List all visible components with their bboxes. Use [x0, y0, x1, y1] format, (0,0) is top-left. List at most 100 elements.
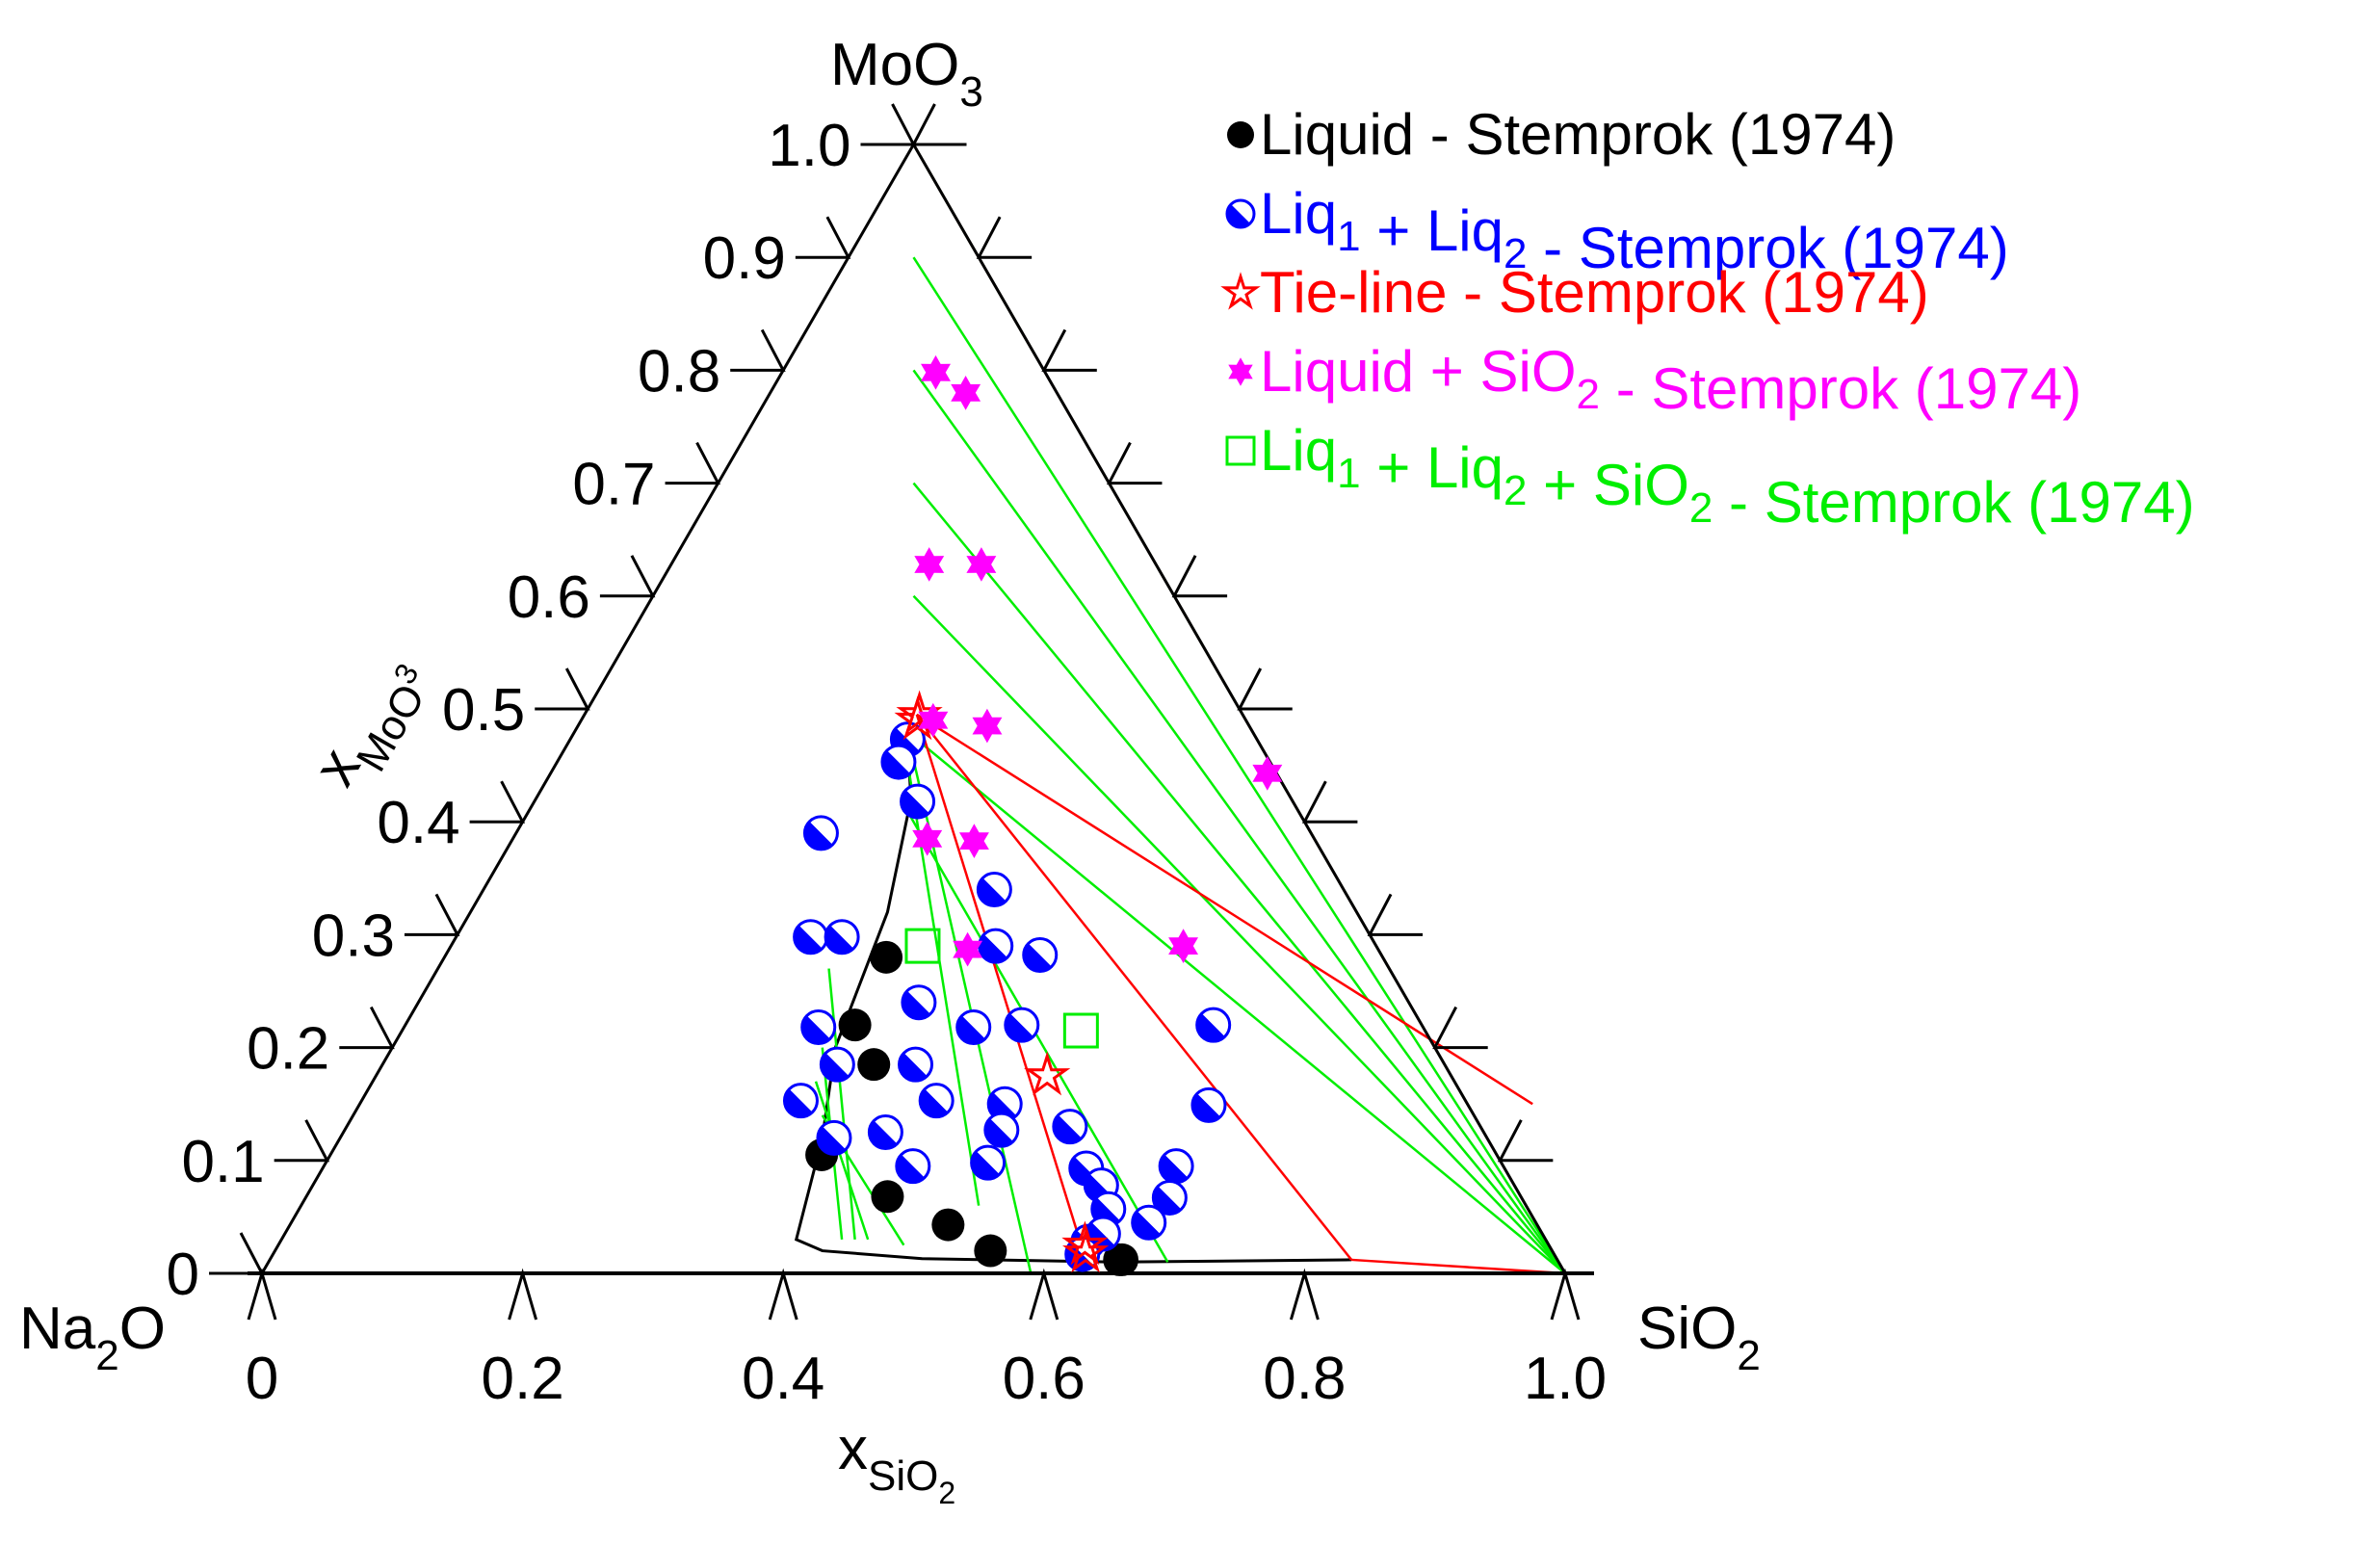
marker-fill: [882, 750, 910, 778]
green-tie-line: [912, 256, 1567, 1274]
data-point-half-filled-circle: [898, 1046, 934, 1083]
data-point-half-filled-circle: [824, 919, 860, 955]
data-point-filled-circle: [857, 1048, 891, 1082]
red-tie-line: [915, 714, 1085, 1251]
marker-fill: [920, 1088, 949, 1117]
legend-entry: Tie-line - Stemprok (1974): [1220, 260, 1929, 325]
legend-text: Liq: [1260, 418, 1337, 483]
legend-subscript: 1: [1337, 213, 1360, 260]
data-point-open-square: [904, 928, 941, 964]
legend-entry: Liq1 + Liq2 - Stemprok (1974): [1225, 181, 2009, 280]
marker-fill: [985, 1118, 1013, 1146]
x-tick-mark: [1029, 1268, 1059, 1321]
legend-label: Tie-line - Stemprok (1974): [1260, 260, 1929, 325]
data-point-filled-hexagram: [972, 708, 1003, 744]
legend-label: Liquid - Stemprok (1974): [1260, 102, 1896, 167]
y-tick-label: 0.1: [181, 1129, 264, 1195]
marker-fill: [801, 1015, 830, 1044]
y-axis-title: xMoO3: [301, 643, 442, 805]
legend-text: + Liq: [1361, 198, 1504, 263]
marker-fill: [869, 1120, 898, 1149]
x-axis-title: xSiO2: [838, 1416, 955, 1510]
data-point-half-filled-circle: [1004, 1007, 1040, 1043]
marker-fill: [794, 925, 823, 954]
data-point-filled-hexagram: [951, 376, 981, 410]
y-tick-label: 0.9: [703, 225, 786, 292]
data-point-filled-circle: [838, 1008, 872, 1042]
green-tie-line: [902, 742, 981, 1206]
marker-fill: [818, 1126, 846, 1155]
liquidus-boundary: [794, 731, 1352, 1264]
marker-fill: [784, 1088, 813, 1117]
marker-fill: [956, 1015, 985, 1044]
legend-subscript: 2: [1577, 371, 1600, 418]
x-tick-label: 0.8: [1263, 1346, 1346, 1412]
legend-marker-open-square: [1225, 435, 1256, 466]
green-tie-line: [912, 482, 1566, 1274]
data-point-filled-circle: [871, 1180, 904, 1214]
data-point-half-filled-circle: [819, 1046, 855, 1083]
green-tie-line: [912, 594, 1566, 1274]
legend-text: - Stemprok (1974): [1528, 216, 2009, 280]
legend-entry: Liquid - Stemprok (1974): [1227, 102, 1896, 167]
data-point-filled-hexagram: [959, 824, 989, 858]
y-tick-mark: [665, 441, 721, 485]
data-point-half-filled-circle: [1190, 1086, 1227, 1123]
legend-subscript: 2: [1689, 484, 1713, 532]
y-tick-label: 0.5: [442, 677, 525, 744]
data-point-filled-circle: [1103, 1243, 1137, 1276]
legend-marker-open-star: [1220, 272, 1261, 310]
marker-fill: [1196, 1013, 1225, 1041]
right-tick-mark: [976, 216, 1033, 259]
data-point-half-filled-circle: [978, 928, 1014, 964]
data-point-half-filled-circle: [955, 1009, 992, 1046]
data-point-half-filled-circle: [970, 1144, 1007, 1181]
legend-label: Liq1 + Liq2 - Stemprok (1974): [1260, 181, 2009, 280]
y-tick-mark: [730, 328, 786, 372]
data-point-half-filled-circle: [782, 1083, 819, 1119]
marker-fill: [979, 934, 1007, 962]
marker-fill: [804, 821, 833, 850]
data-point-half-filled-circle: [802, 815, 839, 851]
y-tick-mark: [274, 1119, 330, 1163]
x-tick-label: 0.6: [1003, 1346, 1085, 1412]
marker-fill: [825, 925, 854, 954]
x-tick-mark: [247, 1268, 277, 1321]
legend-label: Liq1 + Liq2 + SiO2 - Stemprok (1974): [1260, 418, 2195, 535]
red-tie-line: [915, 714, 1353, 1261]
data-point-open-star: [1024, 1051, 1071, 1096]
red-tie-line: [1351, 1258, 1566, 1275]
legend-text: Liquid + SiO: [1260, 339, 1577, 404]
marker-fill: [971, 1151, 1000, 1179]
legend-subscript: 2: [1504, 230, 1527, 277]
data-point-filled-hexagram: [918, 702, 949, 738]
right-tick-mark: [1301, 780, 1358, 824]
x-tick-label: 0.4: [742, 1346, 824, 1412]
vertex-label-moo3: MoO3: [830, 32, 983, 116]
y-tick-label: 0: [167, 1242, 199, 1308]
green-tie-line: [912, 369, 1567, 1274]
legend-marker-filled-hexagram: [1228, 357, 1253, 386]
x-tick-mark: [1289, 1268, 1320, 1321]
marker-fill: [1023, 943, 1052, 972]
data-point-half-filled-circle: [1195, 1007, 1232, 1043]
x-tick-mark: [768, 1268, 798, 1321]
data-point-half-filled-circle: [983, 1112, 1020, 1148]
marker-fill: [1192, 1093, 1220, 1122]
marker-fill: [821, 1053, 850, 1081]
data-point-half-filled-circle: [1052, 1109, 1088, 1145]
marker-fill: [1160, 1154, 1189, 1183]
data-point-filled-circle: [870, 940, 903, 974]
legend-text: - Stemprok (1974): [1713, 470, 2194, 535]
y-tick-label: 0.7: [572, 452, 655, 518]
green-tie-line: [827, 968, 856, 1240]
marker-fill: [902, 990, 930, 1019]
legend-entry: Liq1 + Liq2 + SiO2 - Stemprok (1974): [1225, 418, 2195, 535]
data-point-half-filled-circle: [901, 984, 937, 1021]
points-layer: [782, 354, 1283, 1276]
y-tick-mark: [469, 780, 526, 824]
y-tick-label: 0.8: [638, 338, 720, 405]
green-tie-line: [905, 809, 1169, 1263]
data-point-filled-hexagram: [953, 931, 983, 967]
data-point-filled-hexagram: [912, 821, 943, 856]
